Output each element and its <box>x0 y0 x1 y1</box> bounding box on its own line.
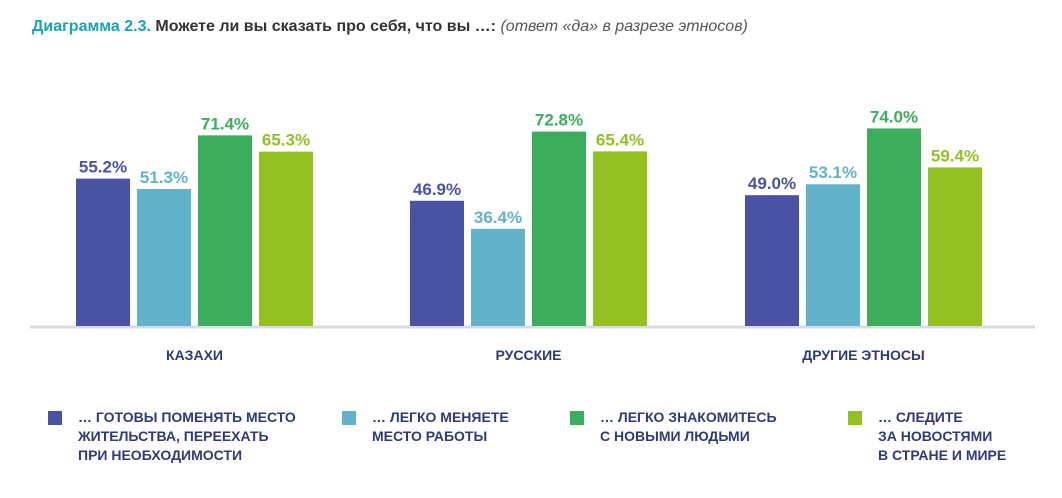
legend-label: … СЛЕДИТЕ ЗА НОВОСТЯМИ В СТРАНЕ И МИРЕ <box>878 409 1007 463</box>
bar-value-label: 74.0% <box>870 107 918 126</box>
chart-title-prefix: Диаграмма 2.3. <box>32 18 151 35</box>
bar <box>259 151 313 326</box>
bar <box>76 178 130 326</box>
category-label: ДРУГИЕ ЭТНОСЫ <box>802 347 924 363</box>
bar-value-label: 59.4% <box>931 146 979 165</box>
bar-value-label: 65.4% <box>596 130 644 149</box>
chart-title-note: (ответ «да» в разрезе этносов) <box>500 18 748 35</box>
chart-title-main: Можете ли вы сказать про себя, что вы …: <box>155 18 497 35</box>
legend-swatch <box>342 411 356 425</box>
legend-item: … СЛЕДИТЕ ЗА НОВОСТЯМИ В СТРАНЕ И МИРЕ <box>848 408 1006 465</box>
bar-value-label: 46.9% <box>413 180 461 199</box>
legend-item: … ГОТОВЫ ПОМЕНЯТЬ МЕСТО ЖИТЕЛЬСТВА, ПЕРЕ… <box>48 408 296 465</box>
bar-value-label: 51.3% <box>140 168 188 187</box>
bar <box>745 195 799 326</box>
bar <box>198 135 252 326</box>
legend-swatch <box>48 411 62 425</box>
legend-label: … ЛЕГКО МЕНЯЕТЕ МЕСТО РАБОТЫ <box>372 409 509 444</box>
legend-label: … ГОТОВЫ ПОМЕНЯТЬ МЕСТО ЖИТЕЛЬСТВА, ПЕРЕ… <box>78 409 296 463</box>
bar <box>806 184 860 326</box>
bar <box>410 200 464 326</box>
legend-swatch <box>848 411 862 425</box>
bar-value-label: 49.0% <box>748 174 796 193</box>
legend-item: … ЛЕГКО ЗНАКОМИТЕСЬ С НОВЫМИ ЛЮДЬМИ <box>570 408 777 446</box>
chart-legend: … ГОТОВЫ ПОМЕНЯТЬ МЕСТО ЖИТЕЛЬСТВА, ПЕРЕ… <box>0 408 1062 478</box>
bar-value-label: 55.2% <box>79 158 127 177</box>
bar-value-label: 71.4% <box>201 114 249 133</box>
bar-value-label: 36.4% <box>474 208 522 227</box>
bar <box>928 167 982 326</box>
category-label: РУССКИЕ <box>495 347 561 363</box>
legend-item: … ЛЕГКО МЕНЯЕТЕ МЕСТО РАБОТЫ <box>342 408 509 446</box>
bar-chart: 55.2% 51.3% 71.4% 65.3% КАЗАХИ 46.9% 36.4% 72.8… <box>30 107 1035 363</box>
bar <box>593 151 647 326</box>
legend-swatch <box>570 411 584 425</box>
bar-value-label: 65.3% <box>262 131 310 150</box>
legend-label: … ЛЕГКО ЗНАКОМИТЕСЬ С НОВЫМИ ЛЮДЬМИ <box>600 409 777 444</box>
bar <box>867 128 921 326</box>
category-label: КАЗАХИ <box>166 347 223 363</box>
chart-title: Диаграмма 2.3. Можете ли вы сказать про … <box>32 18 748 36</box>
bar-value-label: 72.8% <box>535 111 583 130</box>
bar <box>471 228 525 326</box>
bar <box>137 189 191 326</box>
bar <box>532 131 586 326</box>
bar-value-label: 53.1% <box>809 163 857 182</box>
